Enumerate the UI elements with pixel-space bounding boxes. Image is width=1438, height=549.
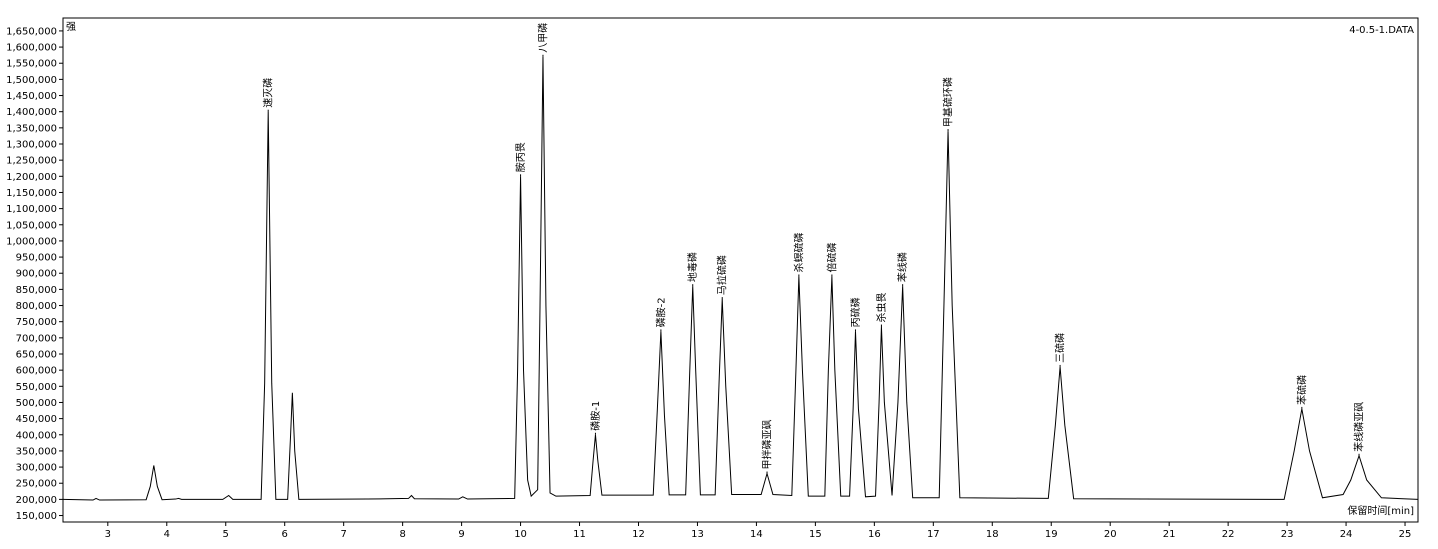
- y-tick-label: 900,000: [16, 269, 57, 280]
- x-tick-label: 24: [1340, 529, 1353, 540]
- y-tick-label: 850,000: [16, 285, 57, 296]
- peak-label: 甲基硫环磷: [942, 77, 955, 127]
- x-tick-label: 10: [514, 529, 527, 540]
- peak-label: 苯硫磷: [1295, 375, 1308, 405]
- x-tick-label: 5: [223, 529, 229, 540]
- y-tick-label: 1,100,000: [6, 204, 57, 215]
- y-tick-label: 600,000: [16, 366, 57, 377]
- x-tick-label: 9: [458, 529, 464, 540]
- x-tick-label: 19: [1045, 529, 1058, 540]
- x-tick-label: 8: [399, 529, 405, 540]
- x-tick-label: 6: [282, 529, 288, 540]
- peak-label: 杀虫畏: [875, 293, 888, 323]
- y-tick-label: 700,000: [16, 333, 57, 344]
- y-tick-label: 550,000: [16, 382, 57, 393]
- y-axis-label: 强: [66, 21, 76, 33]
- y-tick-label: 950,000: [16, 253, 57, 264]
- y-tick-label: 250,000: [16, 479, 57, 490]
- peak-label: 八甲磷: [536, 23, 549, 53]
- y-tick-label: 1,250,000: [6, 156, 57, 167]
- y-tick-label: 1,200,000: [6, 172, 57, 183]
- x-tick-label: 23: [1281, 529, 1294, 540]
- x-tick-label: 11: [573, 529, 586, 540]
- x-tick-label: 21: [1163, 529, 1176, 540]
- peak-label: 苯线磷: [896, 252, 909, 282]
- y-tick-label: 450,000: [16, 414, 57, 425]
- peak-label: 速灭磷: [262, 78, 275, 108]
- y-tick-label: 350,000: [16, 446, 57, 457]
- x-tick-label: 12: [632, 529, 645, 540]
- peak-label: 胺丙畏: [514, 142, 527, 172]
- file-label: 4-0.5-1.DATA: [1349, 25, 1414, 36]
- peak-label: 三硫磷: [1054, 333, 1067, 363]
- y-tick-label: 1,150,000: [6, 188, 57, 199]
- chromatogram-trace: [62, 56, 1419, 501]
- x-tick-label: 4: [164, 529, 170, 540]
- y-tick-label: 500,000: [16, 398, 57, 409]
- y-tick-label: 1,650,000: [6, 26, 57, 37]
- x-tick-label: 3: [105, 529, 111, 540]
- y-tick-label: 200,000: [16, 495, 57, 506]
- y-tick-label: 150,000: [16, 511, 57, 522]
- y-tick-label: 800,000: [16, 301, 57, 312]
- peak-label: 苯线磷亚砜: [1353, 402, 1366, 452]
- y-tick-label: 1,550,000: [6, 59, 57, 70]
- peak-label: 杀螟硫磷: [792, 232, 805, 272]
- x-tick-label: 14: [750, 529, 763, 540]
- x-tick-label: 13: [691, 529, 704, 540]
- x-tick-label: 7: [340, 529, 346, 540]
- x-tick-label: 20: [1104, 529, 1117, 540]
- x-tick-label: 25: [1399, 529, 1412, 540]
- peak-label: 地毒磷: [686, 252, 699, 282]
- peak-label: 磷胺-2: [654, 297, 667, 327]
- x-tick-label: 17: [927, 529, 940, 540]
- x-axis-label: 保留时间[min]: [1347, 504, 1414, 517]
- y-tick-label: 1,400,000: [6, 107, 57, 118]
- y-tick-label: 1,500,000: [6, 75, 57, 86]
- peak-label: 磷胺-1: [589, 401, 602, 431]
- y-tick-label: 1,000,000: [6, 236, 57, 247]
- y-tick-label: 1,450,000: [6, 91, 57, 102]
- y-tick-label: 650,000: [16, 350, 57, 361]
- peak-label: 丙硫磷: [849, 297, 862, 327]
- peak-label: 马拉硫磷: [716, 255, 729, 295]
- y-tick-label: 1,350,000: [6, 123, 57, 134]
- y-tick-label: 1,300,000: [6, 140, 57, 151]
- y-tick-label: 400,000: [16, 430, 57, 441]
- x-tick-label: 15: [809, 529, 822, 540]
- peak-label: 甲拌磷亚砜: [761, 420, 774, 470]
- x-tick-label: 18: [986, 529, 999, 540]
- x-tick-label: 16: [868, 529, 881, 540]
- y-tick-label: 1,600,000: [6, 43, 57, 54]
- y-tick-label: 1,050,000: [6, 220, 57, 231]
- y-tick-label: 750,000: [16, 317, 57, 328]
- x-tick-label: 22: [1222, 529, 1235, 540]
- peak-label: 倍硫磷: [825, 242, 838, 272]
- plot-frame: [62, 17, 1419, 523]
- y-tick-label: 300,000: [16, 463, 57, 474]
